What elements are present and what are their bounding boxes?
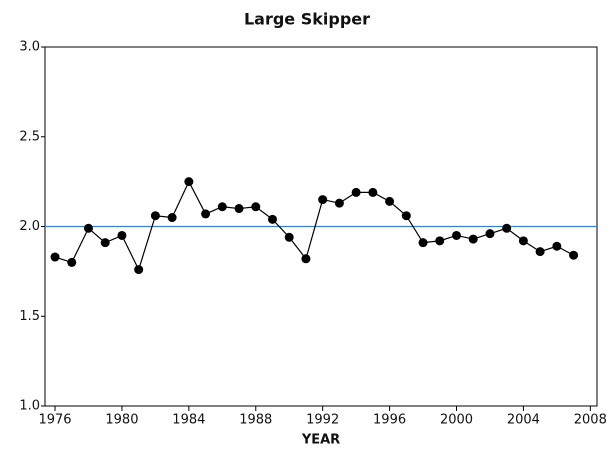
x-tick-label: 2004	[507, 413, 540, 428]
data-point	[502, 223, 512, 233]
data-point	[334, 198, 344, 208]
x-tick-label: 2008	[574, 413, 607, 428]
data-point	[301, 254, 311, 264]
data-point	[234, 204, 244, 214]
data-point	[451, 230, 461, 240]
data-point	[418, 238, 428, 248]
y-tick-label: 2.0	[19, 219, 40, 234]
data-point	[100, 238, 110, 248]
y-tick-label: 1.5	[19, 309, 40, 324]
y-tick-label: 2.5	[19, 129, 40, 144]
data-point	[284, 232, 294, 242]
data-point	[485, 229, 495, 239]
x-tick-label: 1984	[172, 413, 205, 428]
data-point	[217, 202, 227, 212]
data-point	[468, 234, 478, 244]
data-point	[83, 223, 93, 233]
data-point	[167, 213, 177, 223]
y-tick-label: 1.0	[19, 399, 40, 414]
data-point	[251, 202, 261, 212]
x-tick-label: 1988	[239, 413, 272, 428]
data-point	[535, 247, 545, 257]
x-tick-label: 1976	[38, 413, 71, 428]
data-point	[184, 177, 194, 187]
data-point	[385, 196, 395, 206]
x-axis-label: YEAR	[301, 433, 340, 448]
data-point	[150, 211, 160, 221]
data-point	[134, 265, 144, 275]
data-point	[267, 214, 277, 224]
data-point	[50, 252, 60, 262]
x-tick-label: 1992	[306, 413, 339, 428]
data-point	[201, 209, 211, 219]
x-tick-label: 1980	[105, 413, 138, 428]
data-point	[401, 211, 411, 221]
y-tick-label: 3.0	[19, 40, 40, 55]
data-point	[368, 187, 378, 197]
data-point	[435, 236, 445, 246]
data-point	[569, 250, 579, 260]
chart-title: Large Skipper	[244, 10, 370, 29]
data-point	[67, 257, 77, 267]
data-point	[351, 187, 361, 197]
data-point	[552, 241, 562, 251]
data-point	[518, 236, 528, 246]
data-point	[318, 195, 328, 205]
x-tick-label: 2000	[440, 413, 473, 428]
x-tick-label: 1996	[373, 413, 406, 428]
data-point	[117, 230, 127, 240]
data-line	[54, 180, 574, 272]
